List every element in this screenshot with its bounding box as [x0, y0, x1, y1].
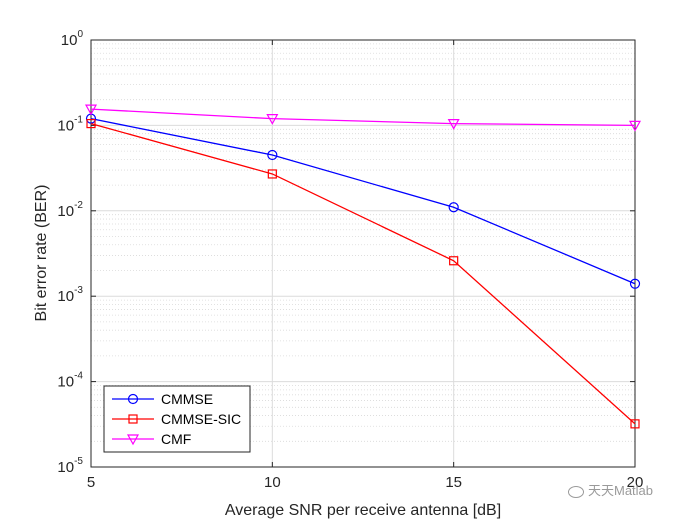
wechat-icon [568, 485, 584, 498]
series-line-cmf [90, 108, 636, 127]
data-point-cmmse-sic [630, 419, 640, 429]
y-tick-exponent: -5 [74, 456, 83, 467]
y-tick-label: 10-4 [57, 371, 83, 391]
legend-marker-cmmse [127, 393, 139, 405]
x-axis-label: Average SNR per receive antenna [dB] [225, 502, 501, 519]
data-point-cmmse-sic [86, 118, 96, 129]
data-point-cmf [266, 114, 279, 125]
y-tick-label: 10-1 [57, 114, 83, 134]
data-point-cmmse [267, 149, 278, 161]
y-tick-exponent: 0 [77, 29, 83, 40]
y-tick-base: 10 [57, 288, 74, 305]
y-tick-base: 10 [57, 374, 74, 391]
y-tick-base: 10 [57, 117, 74, 134]
x-ticks: 5 10 15 20 [87, 40, 644, 491]
data-point-cmmse-sic [267, 169, 277, 179]
y-tick-label: 10-2 [57, 200, 83, 220]
y-tick-exponent: -3 [74, 285, 83, 296]
y-tick-exponent: -1 [74, 114, 83, 125]
legend-label-cmmse: CMMSE [161, 391, 213, 407]
x-tick-label: 10 [264, 474, 281, 491]
data-point-cmf [447, 118, 460, 130]
series-group [84, 104, 642, 429]
x-tick-label: 15 [445, 474, 462, 491]
data-point-cmf [84, 104, 98, 116]
series-cmmse-sic [86, 118, 640, 429]
y-tick-base: 10 [57, 459, 74, 476]
legend-label-cmf: CMF [161, 431, 191, 447]
legend: CMMSE CMMSE-SIC CMF [103, 385, 251, 453]
y-tick-label: 10-5 [57, 456, 83, 476]
y-tick-base: 10 [57, 203, 74, 220]
data-point-cmmse-sic [449, 256, 459, 266]
x-tick-label: 20 [627, 474, 644, 491]
legend-label-cmmse-sic: CMMSE-SIC [161, 411, 241, 427]
y-axis-label: Bit error rate (BER) [33, 185, 50, 322]
legend-marker-cmf [126, 434, 140, 446]
y-tick-label: 10-3 [57, 285, 83, 305]
y-tick-base: 10 [61, 32, 78, 49]
watermark: 天天Matlab [568, 480, 653, 499]
series-line-cmmse-sic [90, 122, 636, 425]
series-cmf [84, 104, 642, 132]
y-tick-label: 100 [61, 29, 84, 49]
watermark-text: 天天Matlab [588, 483, 654, 498]
series-cmmse [85, 113, 641, 289]
data-point-cmmse [448, 202, 459, 213]
plot-frame [90, 39, 636, 468]
data-point-cmmse [629, 278, 641, 289]
legend-marker-cmmse-sic [128, 414, 138, 424]
x-tick-label: 5 [87, 474, 95, 491]
y-tick-exponent: -2 [74, 200, 83, 211]
series-line-cmmse [90, 118, 636, 285]
data-point-cmf [628, 120, 642, 132]
y-tick-exponent: -4 [74, 371, 83, 382]
